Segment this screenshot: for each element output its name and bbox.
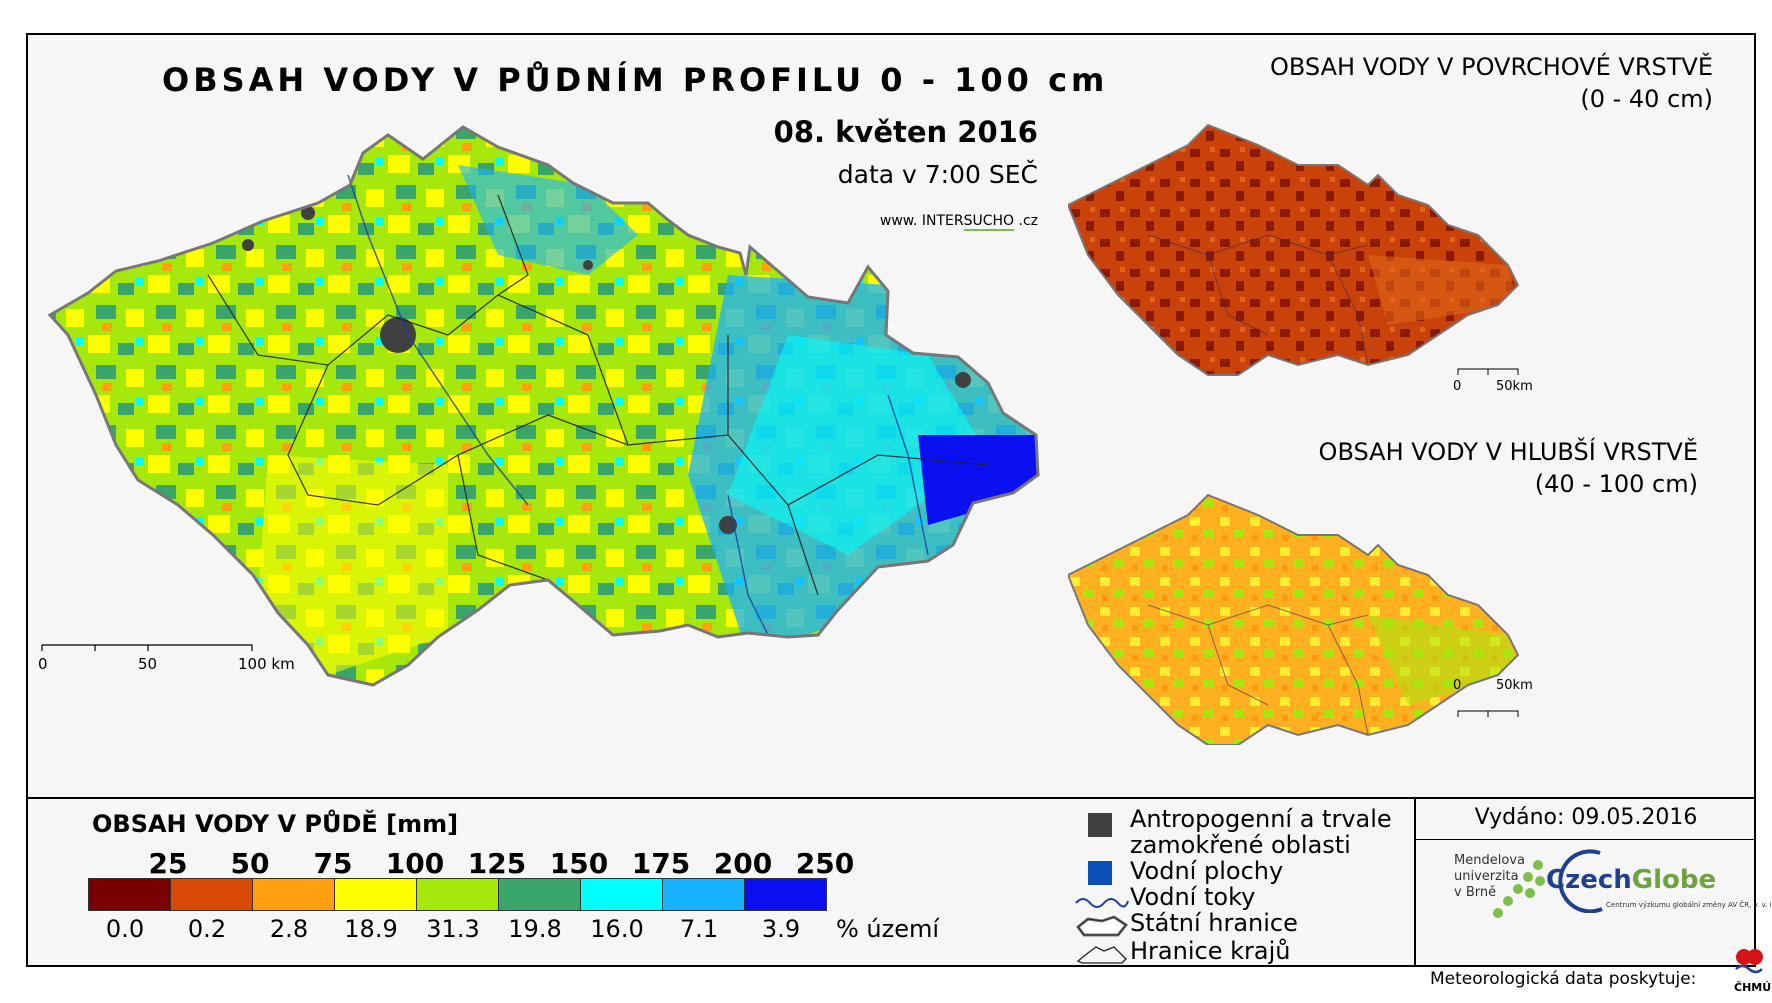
- deep-scale-0: 0: [1453, 678, 1462, 693]
- date-label: 08. květen 2016: [773, 115, 1038, 149]
- main-scale-bar: [41, 644, 253, 651]
- legend-percent: 2.8: [269, 915, 309, 943]
- legend-tick: 75: [313, 847, 353, 880]
- deep-layer-title: OBSAH VODY V HLUBŠÍ VRSTVĚ: [1318, 438, 1698, 466]
- surface-layer-title: OBSAH VODY V POVRCHOVÉ VRSTVĚ: [1270, 53, 1713, 81]
- mendel-university-logo: Mendelova univerzita v Brně: [1454, 853, 1525, 901]
- legend-swatch-3: [334, 878, 417, 911]
- anthropogenic-label-2: zamokřené oblasti: [1130, 831, 1351, 859]
- main-title: OBSAH VODY V PŮDNÍM PROFILU 0 - 100 cm: [162, 61, 1109, 99]
- legend-swatch-8: [744, 878, 827, 911]
- info-divider: [1414, 797, 1416, 967]
- website-sucho: SUCHO: [963, 213, 1015, 231]
- legend-percent: 18.9: [344, 915, 398, 943]
- chmu-logo-icon: [1735, 949, 1763, 974]
- meteo-data-provider: Meteorologická data poskytuje:: [1430, 969, 1697, 989]
- legend-swatch-0: [88, 878, 171, 911]
- mendel-line-1: Mendelova: [1454, 853, 1525, 868]
- website-suffix: .cz: [1018, 213, 1039, 229]
- legend-swatch-4: [416, 878, 499, 911]
- water-body-swatch: [1088, 861, 1112, 885]
- legend-tick: 25: [148, 847, 188, 880]
- scale-label-100: 100 km: [238, 655, 295, 673]
- czechglobe-logo: CzechGlobe: [1546, 865, 1716, 895]
- state-border-symbol: [1075, 915, 1129, 937]
- surface-layer-map: [1068, 124, 1519, 376]
- legend-tick: 125: [467, 847, 527, 880]
- legend-percent: 31.3: [426, 915, 480, 943]
- legend-tick: 175: [631, 847, 691, 880]
- legend-tick: 100: [385, 847, 445, 880]
- surface-layer-range: (0 - 40 cm): [1580, 85, 1713, 113]
- time-label: data v 7:00 SEČ: [837, 160, 1038, 189]
- surface-scale-50: 50km: [1496, 379, 1533, 394]
- legend-percent-unit: % území: [836, 915, 940, 943]
- czechglobe-globe: Globe: [1631, 865, 1717, 895]
- legend-title: OBSAH VODY V PŮDĚ [mm]: [92, 810, 459, 838]
- river-label: Vodní toky: [1130, 883, 1256, 911]
- website-link[interactable]: www. INTERSUCHO .cz: [818, 213, 1039, 231]
- region-border-label: Hranice krajů: [1130, 937, 1291, 965]
- main-map: [41, 125, 1040, 687]
- legend-swatch-6: [580, 878, 663, 911]
- legend-percent: 7.1: [679, 915, 719, 943]
- mendel-dots-icon: [1493, 860, 1545, 918]
- legend-percent: 3.9: [761, 915, 801, 943]
- state-border-label: Státní hranice: [1130, 909, 1298, 937]
- czechglobe-czech: Czech: [1546, 865, 1632, 895]
- region-border-symbol: [1076, 946, 1127, 964]
- legend-swatch-2: [252, 878, 335, 911]
- legend-tick: 250: [795, 847, 855, 880]
- river-symbol: [1075, 898, 1129, 908]
- legend-tick: 50: [230, 847, 270, 880]
- legend-swatch-5: [498, 878, 581, 911]
- mendel-line-3: v Brně: [1454, 885, 1497, 900]
- legend-percent: 0.0: [105, 915, 145, 943]
- anthropogenic-label-1: Antropogenní a trvale: [1130, 805, 1392, 833]
- czechglobe-arc-icon: [1558, 849, 1603, 913]
- deep-layer-map: [1068, 494, 1519, 745]
- legend-percent: 19.8: [508, 915, 562, 943]
- legend-tick: 150: [549, 847, 609, 880]
- legend-percent: 16.0: [590, 915, 644, 943]
- issued-date: Vydáno: 09.05.2016: [1474, 805, 1698, 830]
- mendel-line-2: univerzita: [1454, 869, 1519, 884]
- water-body-label: Vodní plochy: [1130, 857, 1284, 885]
- legend-percent: 0.2: [187, 915, 227, 943]
- anthropogenic-swatch: [1088, 813, 1112, 837]
- deep-scale-50: 50km: [1496, 678, 1533, 693]
- website-inter: INTER: [921, 213, 964, 229]
- deep-layer-range: (40 - 100 cm): [1534, 470, 1698, 498]
- surface-scale-0: 0: [1453, 379, 1462, 394]
- legend-swatch-7: [662, 878, 745, 911]
- legend-swatch-1: [170, 878, 253, 911]
- issued-divider: [1414, 839, 1756, 840]
- legend-divider: [28, 797, 1754, 799]
- czechglobe-subtitle: Centrum výzkumu globální změny AV ČR, v.…: [1606, 901, 1772, 909]
- map-frame: OBSAH VODY V PŮDNÍM PROFILU 0 - 100 cm 0…: [26, 33, 1772, 994]
- scale-label-0: 0: [38, 655, 48, 673]
- website-prefix: www.: [879, 213, 918, 229]
- chmu-label: ČHMÚ: [1734, 981, 1772, 994]
- scale-label-50: 50: [138, 655, 158, 673]
- legend-tick: 200: [713, 847, 773, 880]
